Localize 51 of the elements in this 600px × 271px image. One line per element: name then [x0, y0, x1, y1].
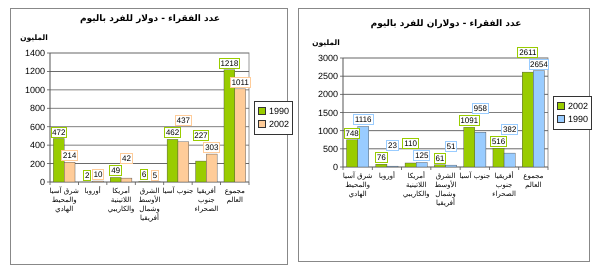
y-tick-label: 1200	[24, 66, 45, 76]
y-tick-label: 0	[332, 162, 338, 172]
y-tick-label: 2000	[318, 89, 338, 100]
data-label: 382	[501, 124, 518, 136]
y-tick-label: 2500	[318, 71, 338, 82]
title: عدد الفقراء - دولار للفرد باليوم	[79, 14, 221, 24]
data-label: 227	[192, 130, 210, 142]
data-label: 10	[92, 169, 104, 180]
data-label: 472	[50, 126, 68, 138]
legend-label: 1990	[568, 114, 588, 124]
y-tick-label: 1500	[318, 108, 338, 118]
legend: 1990 2002	[254, 100, 294, 134]
y-tick-label: 200	[30, 158, 45, 169]
data-label: 5	[150, 170, 159, 181]
y-tick-label: 1400	[24, 48, 45, 58]
legend-label: 1990	[269, 106, 290, 116]
data-label: 76	[375, 152, 388, 164]
data-label: 49	[109, 165, 122, 176]
y-tick-label: 0	[40, 177, 45, 187]
data-label: 748	[344, 128, 360, 139]
y-tick-label: 400	[30, 140, 45, 150]
data-label: 61	[434, 152, 446, 164]
data-label: 462	[164, 127, 181, 138]
y-tick-label: 1000	[318, 126, 338, 136]
data-label: 1091	[458, 115, 480, 126]
y-tick-label: 1000	[24, 84, 45, 95]
data-label: 23	[386, 140, 399, 152]
legend: 2002 1990	[553, 96, 592, 130]
data-label: 214	[61, 150, 78, 162]
data-label: 125	[413, 150, 430, 162]
data-label: 516	[490, 136, 507, 148]
data-label: 2611	[517, 46, 538, 58]
data-label: 110	[402, 138, 419, 150]
legend-label: 2002	[568, 100, 588, 110]
data-label: 42	[120, 153, 133, 164]
data-label: 1116	[352, 114, 374, 126]
data-label: 303	[203, 142, 220, 154]
data-label: 958	[472, 103, 489, 114]
data-label: 2654	[528, 58, 550, 70]
data-label: 1011	[230, 76, 251, 88]
y-tick-label: 3000	[318, 53, 338, 63]
y-tick-label: 800	[30, 103, 45, 114]
legend-label: 2002	[269, 118, 290, 128]
y-tick-label: 500	[322, 144, 338, 154]
data-label: 2	[83, 170, 92, 181]
data-label: 437	[175, 115, 192, 126]
data-label: 6	[140, 169, 148, 180]
data-label: 1218	[218, 58, 240, 69]
y-tick-label: 600	[30, 122, 45, 132]
title: عدد الفقراء - دولاران للفرد باليوم	[370, 19, 522, 29]
data-label: 51	[444, 140, 458, 152]
